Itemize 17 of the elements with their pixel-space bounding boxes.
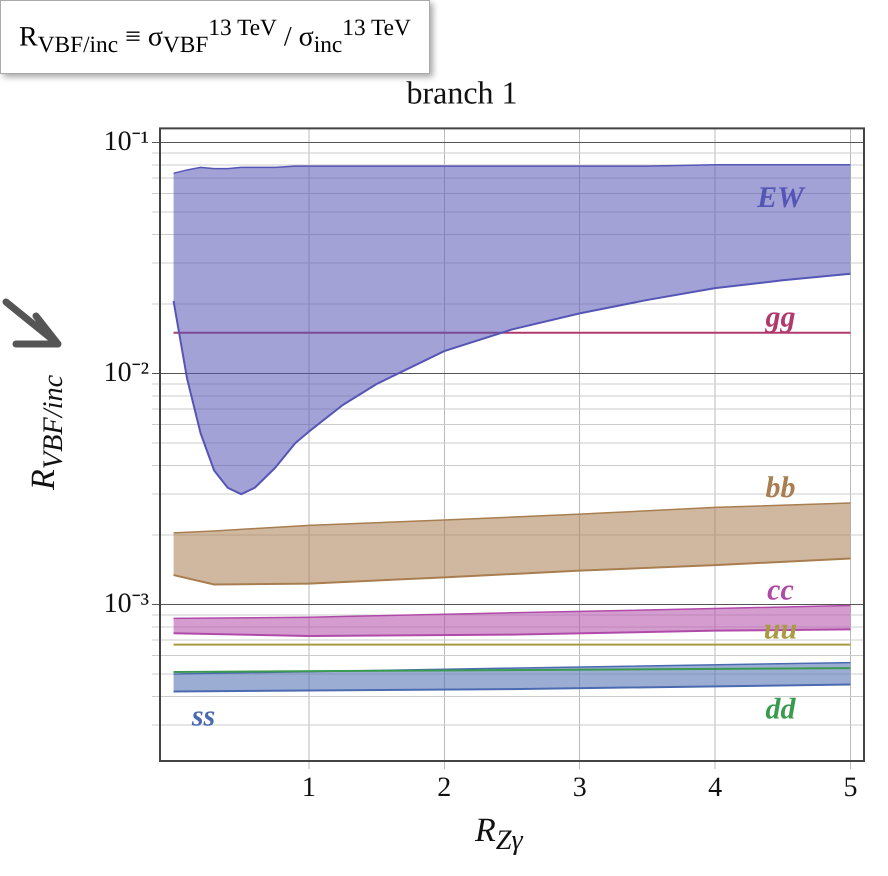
series-label: bb <box>765 470 796 504</box>
chart-title: branch 1 <box>406 74 518 111</box>
y-tick-label: 10⁻² <box>104 356 149 388</box>
series-label: uu <box>764 612 798 646</box>
series-label: cc <box>767 573 794 606</box>
x-tick-label: 4 <box>708 772 722 804</box>
x-tick-label: 3 <box>572 772 587 804</box>
x-tick-label: 1 <box>302 772 316 804</box>
series-label: gg <box>764 300 796 334</box>
y-tick-label: 10⁻¹ <box>104 126 149 157</box>
series-label: ss <box>190 699 216 732</box>
x-tick-label: 2 <box>437 772 452 804</box>
x-tick-label: 5 <box>843 772 858 804</box>
y-tick-label: 10⁻³ <box>104 588 149 619</box>
x-axis-title: R$_{Zγ}$ <box>475 812 523 857</box>
series-label: EW <box>756 180 806 214</box>
series-label: dd <box>765 692 796 726</box>
